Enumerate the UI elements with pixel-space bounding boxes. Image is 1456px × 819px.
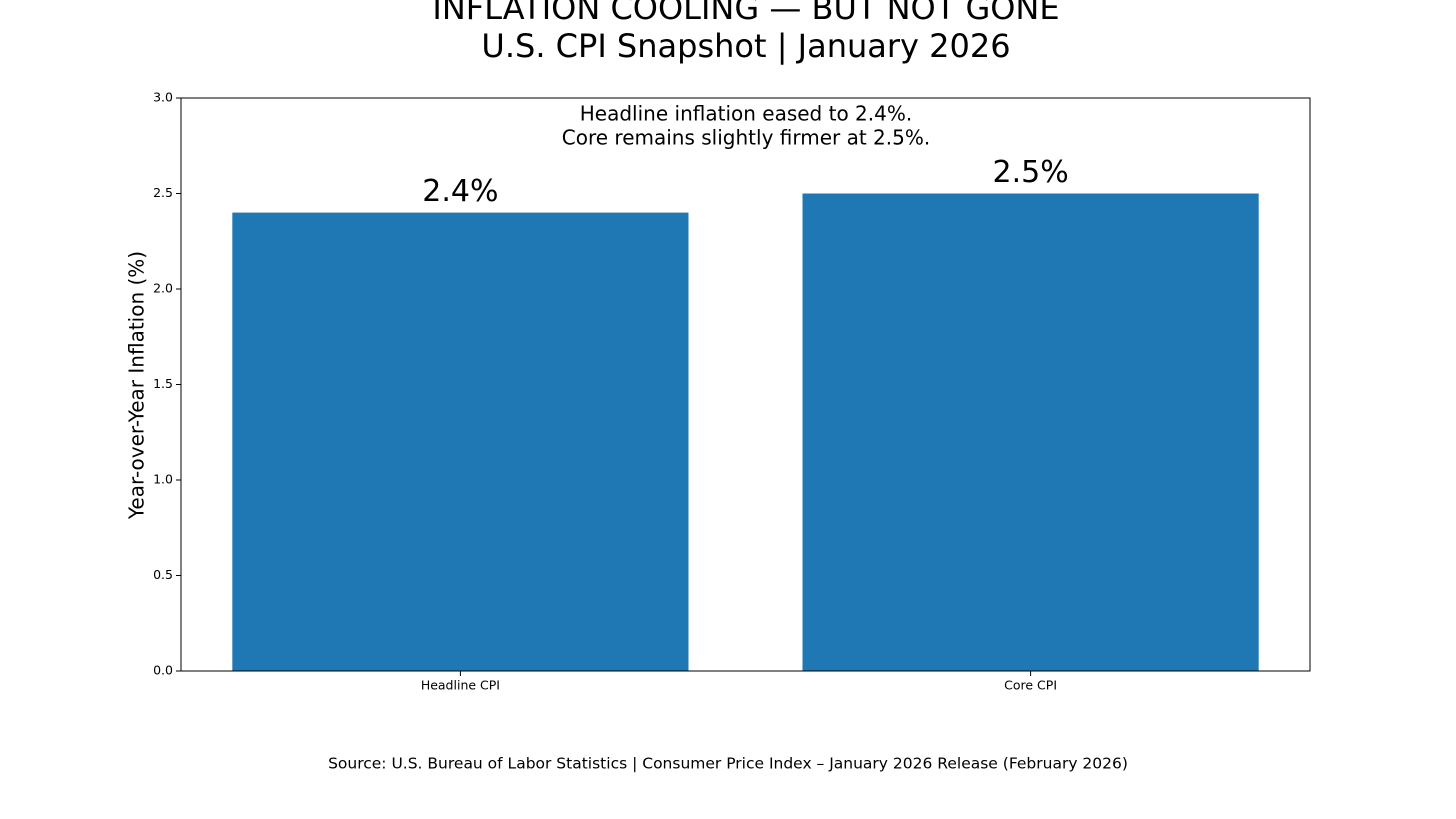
y-tick-label: 0.5 <box>153 567 173 582</box>
y-tick-label: 3.0 <box>153 90 173 105</box>
y-tick-label: 2.5 <box>153 185 173 200</box>
value-label: 2.5% <box>992 155 1068 190</box>
chart-subtitle: U.S. CPI Snapshot | January 2026 <box>481 27 1010 65</box>
bar <box>232 212 689 671</box>
bar <box>802 193 1259 671</box>
chart-title: INFLATION COOLING — BUT NOT GONE <box>432 0 1059 27</box>
x-tick-label: Headline CPI <box>421 678 500 693</box>
source-note: Source: U.S. Bureau of Labor Statistics … <box>328 755 1128 773</box>
annotation: Core remains slightly firmer at 2.5%. <box>562 126 930 150</box>
y-tick-label: 2.0 <box>153 281 173 296</box>
y-tick-label: 1.0 <box>153 472 173 487</box>
x-tick-label: Core CPI <box>1004 678 1057 693</box>
value-label: 2.4% <box>422 174 498 209</box>
annotation: Headline inflation eased to 2.4%. <box>580 102 912 126</box>
y-tick-label: 0.0 <box>153 663 173 678</box>
y-axis-label: Year-over-Year Inflation (%) <box>125 251 149 520</box>
y-tick-label: 1.5 <box>153 376 173 391</box>
